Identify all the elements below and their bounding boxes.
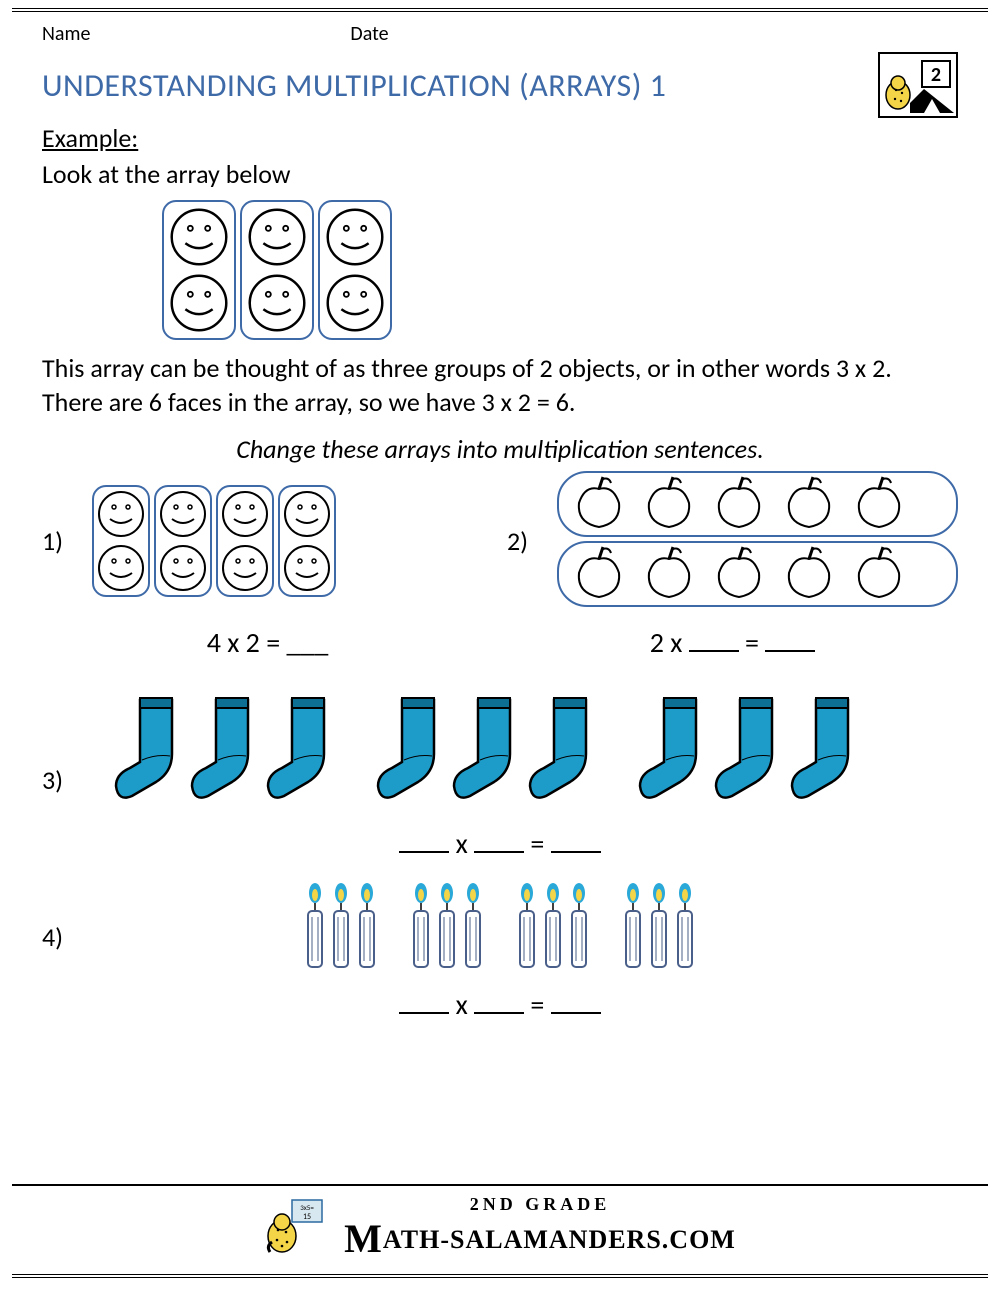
p2-equation: 2 x = xyxy=(507,625,958,660)
example-explanation: This array can be thought of as three gr… xyxy=(42,352,958,420)
p3-array xyxy=(112,694,958,804)
p3-equation: x = xyxy=(42,826,958,861)
salamander-icon: 3x5= 15 xyxy=(264,1198,334,1258)
page-footer: 3x5= 15 2ND GRADE MATH-SALAMANDERS.COM xyxy=(12,1184,988,1262)
grade-logo: 2 xyxy=(878,52,958,118)
example-label: Example: xyxy=(42,122,958,154)
date-label: Date xyxy=(350,22,388,46)
svg-text:15: 15 xyxy=(303,1212,311,1222)
p1-equation: 4 x 2 = ___ xyxy=(42,625,493,660)
p1-array xyxy=(92,485,493,597)
p4-equation: x = xyxy=(42,987,958,1022)
footer-grade: 2ND GRADE xyxy=(344,1194,736,1215)
name-label: Name xyxy=(42,22,90,46)
example-array xyxy=(162,200,958,340)
problem-number: 3) xyxy=(42,764,78,796)
svg-text:3x5=: 3x5= xyxy=(300,1203,314,1212)
p2-array xyxy=(557,471,958,611)
problem-number: 4) xyxy=(42,921,78,953)
instruction-text: Change these arrays into multiplication … xyxy=(42,433,958,465)
grade-number: 2 xyxy=(931,63,941,87)
footer-site: MATH-SALAMANDERS.COM xyxy=(344,1215,736,1262)
problem-number: 2) xyxy=(507,525,543,557)
page-title: UNDERSTANDING MULTIPLICATION (ARRAYS) 1 xyxy=(42,66,666,105)
problem-number: 1) xyxy=(42,525,78,557)
example-intro: Look at the array below xyxy=(42,158,958,192)
